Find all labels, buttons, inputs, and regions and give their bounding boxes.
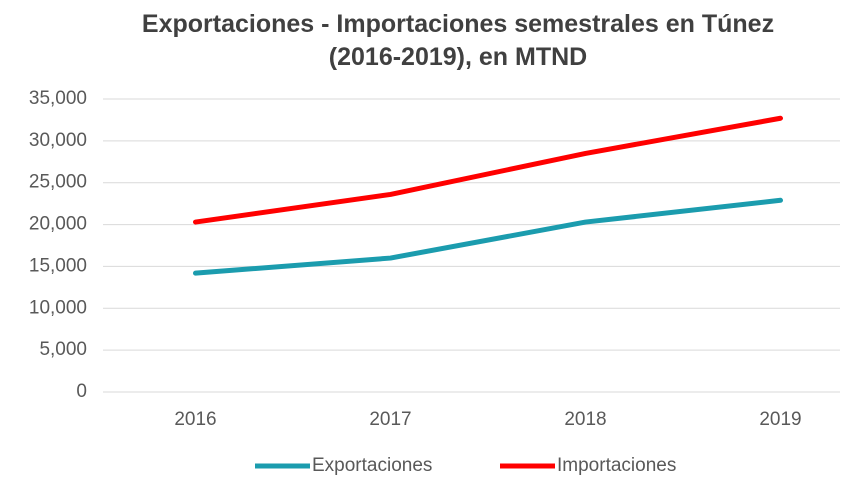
y-tick-label: 30,000 bbox=[29, 130, 87, 151]
series-line bbox=[193, 115, 783, 225]
legend-label: Importaciones bbox=[557, 455, 676, 476]
series-line bbox=[193, 197, 783, 276]
legend-label: Exportaciones bbox=[312, 455, 432, 476]
x-tick-label: 2017 bbox=[369, 409, 411, 430]
chart-title: Exportaciones - Importaciones semestrale… bbox=[141, 10, 775, 71]
y-tick-label: 25,000 bbox=[29, 172, 87, 193]
y-tick-label: 35,000 bbox=[29, 88, 87, 109]
y-tick-label: 20,000 bbox=[29, 214, 87, 235]
y-tick-label: 5,000 bbox=[39, 339, 87, 360]
x-tick-label: 2019 bbox=[759, 409, 801, 430]
x-tick-label: 2018 bbox=[564, 409, 606, 430]
x-tick-label: 2016 bbox=[174, 409, 216, 430]
y-tick-label: 0 bbox=[76, 381, 87, 402]
y-tick-label: 10,000 bbox=[29, 297, 87, 318]
y-tick-label: 15,000 bbox=[29, 255, 87, 276]
